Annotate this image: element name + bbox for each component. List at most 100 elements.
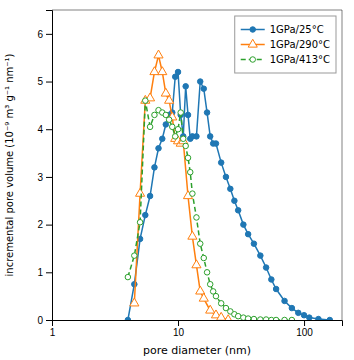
point [143, 98, 149, 104]
point [172, 134, 178, 140]
point [201, 86, 207, 92]
point [241, 222, 247, 228]
x-axis-tick: 10 [173, 320, 185, 338]
point [273, 317, 279, 320]
point [154, 50, 163, 58]
point [194, 215, 200, 221]
point [316, 316, 322, 320]
x-axis-tick-label: 100 [296, 327, 313, 338]
point [301, 312, 307, 318]
point [130, 298, 139, 306]
point [183, 143, 189, 149]
point [143, 212, 149, 218]
point [213, 293, 219, 299]
y-axis-tick-mark [46, 82, 52, 83]
point [150, 67, 159, 75]
point [282, 298, 288, 304]
y-axis-tick-label: 1 [37, 267, 43, 278]
legend-marker [250, 57, 256, 63]
point [152, 165, 158, 171]
point [147, 193, 153, 199]
point [152, 112, 158, 118]
y-axis-tick: 1 [37, 267, 52, 278]
legend-label: 1GPa/25°C [270, 24, 324, 35]
y-axis: 0123456 [37, 11, 52, 326]
y-axis-tick-mark [46, 225, 52, 226]
point [180, 136, 186, 142]
point [156, 146, 162, 152]
point [125, 274, 131, 280]
x-axis-tick-label: 1 [50, 327, 56, 338]
series [130, 50, 233, 320]
plot: 11010001234561GPa/25°C1GPa/290°C1GPa/413… [37, 10, 342, 338]
plot-frame [52, 10, 342, 11]
x-axis: 1 10 100 [50, 320, 343, 338]
legend-label: 1GPa/413°C [270, 54, 330, 65]
point [228, 186, 234, 192]
point [223, 174, 229, 180]
point [207, 281, 213, 287]
point [197, 79, 203, 85]
series-line [134, 55, 228, 320]
point [204, 270, 210, 276]
point [178, 110, 184, 116]
point [273, 286, 279, 292]
point [185, 155, 191, 161]
legend-frame [235, 16, 336, 73]
point [190, 191, 196, 197]
point [232, 198, 238, 204]
point [217, 312, 226, 320]
point [282, 317, 288, 320]
y-axis-tick-label: 4 [37, 124, 43, 135]
point [327, 317, 333, 320]
legend-marker [250, 27, 256, 33]
point [187, 169, 193, 175]
x-axis-tick-mark [304, 320, 305, 326]
point [296, 310, 302, 316]
series-line [128, 72, 330, 320]
point [179, 136, 188, 144]
point [197, 241, 203, 247]
y-axis-tick-label: 5 [37, 76, 43, 87]
y-axis-line [46, 11, 53, 321]
point [196, 286, 205, 294]
point [258, 253, 264, 259]
point [263, 265, 269, 271]
y-axis-title: incremental pore volume (10⁻⁹ m³ g⁻¹ nm⁻… [4, 53, 15, 276]
point [185, 112, 191, 118]
legend-marker [248, 39, 257, 47]
point [175, 69, 181, 75]
point [245, 231, 251, 237]
point [258, 317, 264, 320]
x-axis-tick-mark [178, 320, 179, 326]
series [125, 98, 294, 320]
point [166, 117, 172, 123]
point [132, 281, 138, 287]
point [307, 315, 313, 320]
point [192, 260, 201, 268]
y-axis-tick: 2 [37, 219, 52, 230]
point [218, 160, 224, 166]
point [218, 301, 224, 307]
point [289, 317, 295, 320]
point [137, 219, 143, 225]
point [204, 110, 210, 116]
x-axis-tick: 100 [296, 320, 313, 338]
x-axis-title: pore diameter (nm) [143, 344, 251, 357]
x-axis-tick-label: 10 [173, 327, 185, 338]
point [207, 134, 213, 140]
point [132, 253, 138, 259]
y-axis-tick: 4 [37, 124, 52, 135]
point [183, 84, 189, 90]
point [201, 255, 207, 261]
legend-label: 1GPa/290°C [270, 39, 330, 50]
chart: 11010001234561GPa/25°C1GPa/290°C1GPa/413… [0, 0, 354, 360]
point [194, 134, 200, 140]
point [165, 95, 174, 103]
point [169, 124, 175, 130]
y-axis-tick-label: 0 [37, 315, 43, 326]
point [199, 293, 208, 301]
x-axis-tick: 1 [50, 320, 56, 338]
point [160, 136, 166, 142]
point [188, 231, 197, 239]
